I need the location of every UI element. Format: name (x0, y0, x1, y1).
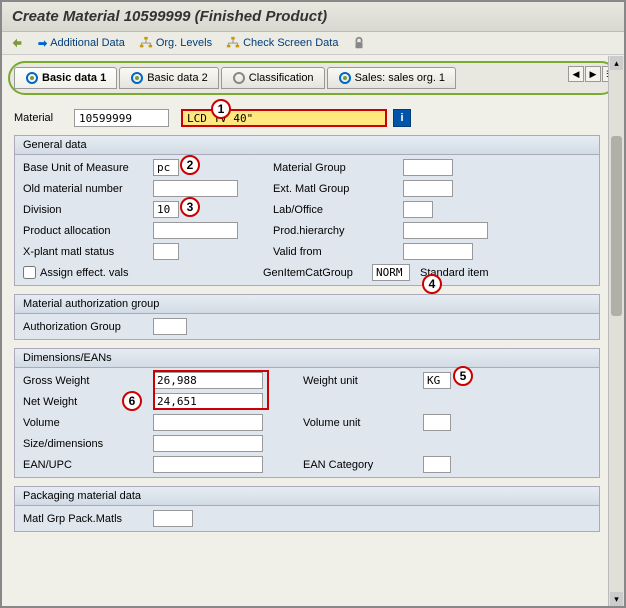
lab-input[interactable] (403, 201, 433, 218)
dimensions-group: Dimensions/EANs Gross Weight Weight unit… (14, 348, 600, 478)
tab-prev-button[interactable]: ◀ (568, 66, 584, 82)
additional-data-button[interactable]: ➡Additional Data (38, 37, 125, 50)
callout-1: 1 (211, 99, 231, 119)
tab-sales-org[interactable]: Sales: sales org. 1 (327, 67, 457, 89)
volume-input[interactable] (153, 414, 263, 431)
callout-5: 5 (453, 366, 473, 386)
callout-4: 4 (422, 274, 442, 294)
base-uom-input[interactable] (153, 159, 179, 176)
material-number-input[interactable] (74, 109, 169, 127)
matl-grp-label: Matl Grp Pack.Matls (23, 513, 153, 525)
xplant-input[interactable] (153, 243, 179, 260)
old-mat-input[interactable] (153, 180, 238, 197)
valid-input[interactable] (403, 243, 473, 260)
prod-alloc-label: Product allocation (23, 225, 153, 237)
prod-hier-input[interactable] (403, 222, 488, 239)
group-title: Packaging material data (15, 487, 599, 506)
back-icon[interactable] (10, 36, 24, 50)
eancat-label: EAN Category (303, 459, 423, 471)
group-title: Dimensions/EANs (15, 349, 599, 368)
prod-alloc-input[interactable] (153, 222, 238, 239)
auth-input[interactable] (153, 318, 187, 335)
scroll-up[interactable]: ▴ (610, 56, 623, 70)
tab-basic-data-1[interactable]: Basic data 1 (14, 67, 117, 89)
check-screen-button[interactable]: Check Screen Data (226, 36, 338, 50)
circle-icon (130, 71, 144, 85)
hierarchy-icon (139, 36, 153, 50)
old-mat-label: Old material number (23, 183, 153, 195)
division-label: Division (23, 204, 153, 216)
scroll-thumb[interactable] (611, 136, 622, 316)
gross-weight-label: Gross Weight (23, 375, 153, 387)
scroll-down[interactable]: ▾ (610, 592, 623, 606)
auth-group: Material authorization group Authorizati… (14, 294, 600, 340)
wunit-input[interactable] (423, 372, 451, 389)
tab-label: Basic data 2 (147, 72, 208, 84)
callout-3: 3 (180, 197, 200, 217)
base-uom-label: Base Unit of Measure (23, 162, 153, 174)
window-title: Create Material 10599999 (Finished Produ… (2, 2, 624, 32)
tab-strip: Basic data 1 Basic data 2 Classification… (8, 61, 618, 95)
size-input[interactable] (153, 435, 263, 452)
valid-label: Valid from (273, 246, 403, 258)
info-button[interactable]: i (393, 109, 411, 127)
gross-weight-input[interactable] (153, 372, 263, 389)
division-input[interactable] (153, 201, 179, 218)
xplant-label: X-plant matl status (23, 246, 153, 258)
general-data-group: General data Base Unit of Measure Materi… (14, 135, 600, 286)
mat-group-input[interactable] (403, 159, 453, 176)
assign-effect-label: Assign effect. vals (40, 267, 240, 279)
material-row: Material i (14, 109, 600, 127)
prod-hier-label: Prod.hierarchy (273, 225, 403, 237)
mat-group-label: Material Group (273, 162, 403, 174)
check-screen-label: Check Screen Data (243, 37, 338, 49)
ext-mat-label: Ext. Matl Group (273, 183, 403, 195)
eancat-input[interactable] (423, 456, 451, 473)
wunit-label: Weight unit (303, 375, 423, 387)
tab-classification[interactable]: Classification (221, 67, 325, 89)
tab-next-button[interactable]: ▶ (585, 66, 601, 82)
group-title: General data (15, 136, 599, 155)
tab-label: Basic data 1 (42, 72, 106, 84)
size-label: Size/dimensions (23, 438, 153, 450)
content-area: Material i 1 General data Base Unit of M… (2, 97, 624, 542)
material-label: Material (14, 112, 74, 124)
vunit-label: Volume unit (303, 417, 423, 429)
tab-basic-data-2[interactable]: Basic data 2 (119, 67, 219, 89)
gen-item-label: GenItemCatGroup (263, 267, 368, 279)
hierarchy-icon (226, 36, 240, 50)
tab-label: Sales: sales org. 1 (355, 72, 446, 84)
additional-data-label: Additional Data (50, 37, 125, 49)
circle-icon (232, 71, 246, 85)
packaging-group: Packaging material data Matl Grp Pack.Ma… (14, 486, 600, 532)
scrollbar-vertical[interactable]: ▴ ▾ (608, 56, 624, 606)
circle-icon (25, 71, 39, 85)
assign-effect-checkbox[interactable] (23, 266, 36, 279)
tab-label: Classification (249, 72, 314, 84)
group-title: Material authorization group (15, 295, 599, 314)
ean-input[interactable] (153, 456, 263, 473)
auth-label: Authorization Group (23, 321, 153, 333)
net-weight-input[interactable] (153, 393, 263, 410)
toolbar: ➡Additional Data Org. Levels Check Scree… (2, 32, 624, 55)
vunit-input[interactable] (423, 414, 451, 431)
callout-6: 6 (122, 391, 142, 411)
ext-mat-input[interactable] (403, 180, 453, 197)
callout-2: 2 (180, 155, 200, 175)
lock-icon[interactable] (352, 36, 366, 50)
circle-icon (338, 71, 352, 85)
org-levels-label: Org. Levels (156, 37, 212, 49)
volume-label: Volume (23, 417, 153, 429)
org-levels-button[interactable]: Org. Levels (139, 36, 212, 50)
ean-label: EAN/UPC (23, 459, 153, 471)
lab-label: Lab/Office (273, 204, 403, 216)
gen-item-input[interactable] (372, 264, 410, 281)
matl-grp-input[interactable] (153, 510, 193, 527)
